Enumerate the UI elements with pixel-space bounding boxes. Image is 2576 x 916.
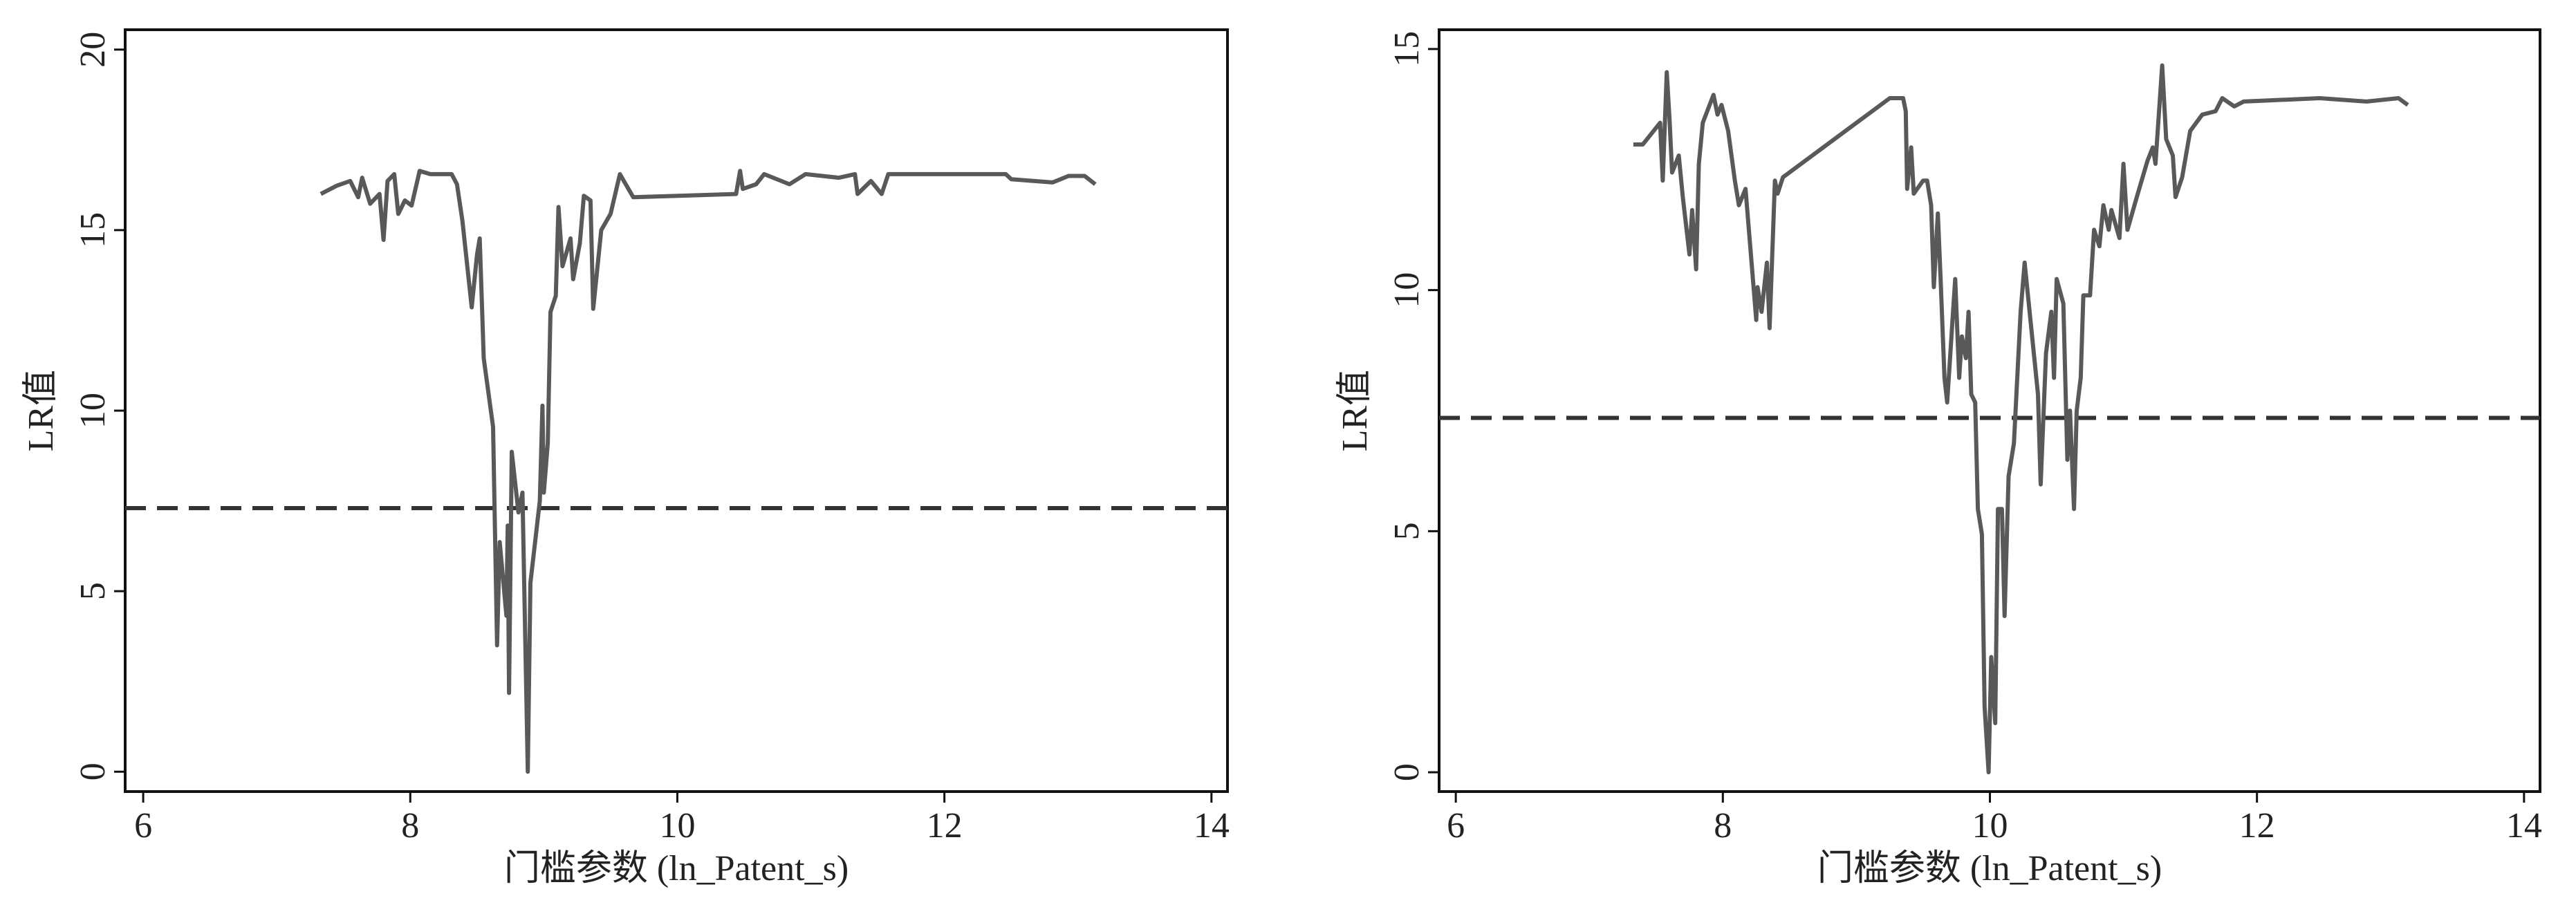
y-axis-label: LR值 bbox=[21, 370, 61, 451]
data-line bbox=[1633, 63, 2409, 775]
y-tick-label: 5 bbox=[1387, 522, 1427, 540]
y-tick-label: 15 bbox=[1387, 31, 1427, 67]
x-tick-label: 8 bbox=[1714, 806, 1732, 845]
y-tick-label: 5 bbox=[73, 582, 113, 600]
y-tick-label: 0 bbox=[1387, 763, 1427, 781]
x-tick-label: 12 bbox=[2239, 806, 2275, 845]
y-tick-label: 0 bbox=[73, 763, 113, 781]
x-axis-label: 门槛参数 (ln_Patent_s) bbox=[504, 849, 849, 888]
x-tick-label: 12 bbox=[927, 806, 963, 845]
x-tick-label: 14 bbox=[2506, 806, 2542, 845]
x-tick-label: 6 bbox=[134, 806, 152, 845]
x-tick-label: 14 bbox=[1194, 806, 1230, 845]
y-tick-label: 20 bbox=[73, 32, 113, 68]
x-tick-label: 6 bbox=[1447, 806, 1465, 845]
data-line bbox=[319, 169, 1097, 774]
y-tick-label: 10 bbox=[73, 393, 113, 429]
plot-frame bbox=[124, 28, 1229, 793]
y-tick-label: 15 bbox=[73, 212, 113, 248]
y-tick-label: 10 bbox=[1387, 272, 1427, 308]
x-tick-label: 10 bbox=[659, 806, 695, 845]
panel: 6 8 10 12 14 0 5 10 15 20 门槛参数 (ln_Patent_s) LR值 bbox=[21, 28, 1230, 888]
y-axis-label: LR值 bbox=[1335, 370, 1375, 451]
panel: 6 8 10 12 14 0 5 10 15 门槛参数 (ln_Patent_s) LR值 bbox=[1335, 28, 2542, 888]
x-axis-label: 门槛参数 (ln_Patent_s) bbox=[1817, 849, 2162, 888]
x-tick-label: 8 bbox=[401, 806, 419, 845]
x-tick-label: 10 bbox=[1972, 806, 2008, 845]
